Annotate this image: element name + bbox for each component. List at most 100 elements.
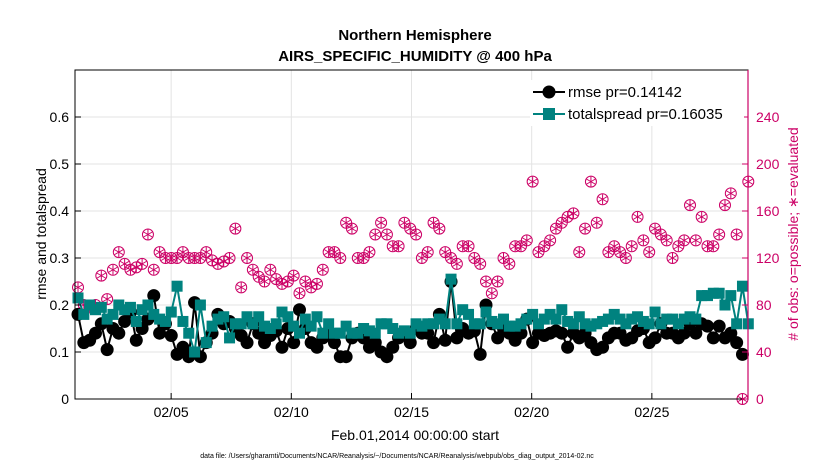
rmse-point	[129, 333, 143, 347]
totalspread-point	[334, 327, 346, 339]
obs-possible-point	[345, 222, 358, 235]
obs-possible-point	[112, 246, 125, 259]
obs-evaluated-point	[289, 270, 299, 281]
obs-evaluated-point	[720, 200, 730, 211]
obs-evaluated-point	[539, 241, 549, 252]
totalspread-point	[585, 320, 597, 332]
obs-evaluated-point	[417, 253, 427, 263]
totalspread-point	[637, 315, 649, 327]
y2-tick-label: 0	[756, 391, 764, 407]
y2-tick-label: 80	[756, 297, 772, 313]
obs-possible-point	[316, 263, 329, 276]
legend-box	[530, 80, 744, 126]
obs-evaluated-point	[469, 253, 479, 263]
totalspread-point	[247, 318, 259, 330]
totalspread-point	[509, 320, 521, 332]
obs-evaluated-point	[627, 241, 637, 252]
obs-evaluated-point	[137, 258, 147, 269]
rmse-point	[292, 303, 306, 317]
obs-evaluated-point	[673, 241, 683, 252]
obs-possible-point	[625, 240, 638, 253]
obs-evaluated-point	[732, 229, 742, 240]
x-tick-label: 02/25	[634, 404, 669, 420]
totalspread-point	[101, 313, 113, 325]
totalspread-point	[218, 311, 230, 323]
totalspread-point	[165, 306, 177, 318]
obs-evaluated-point	[213, 258, 223, 269]
obs-evaluated-point	[458, 241, 468, 252]
obs-possible-point	[363, 246, 376, 259]
totalspread-point	[241, 311, 253, 323]
totalspread-point	[667, 313, 679, 325]
totalspread-point	[532, 318, 544, 330]
totalspread-point	[544, 308, 556, 320]
rmse-point	[403, 336, 417, 350]
obs-possible-point	[375, 216, 388, 229]
obs-evaluated-point	[533, 247, 544, 258]
totalspread-point	[136, 304, 148, 316]
totalspread-point	[72, 292, 84, 304]
obs-evaluated-point	[306, 282, 316, 293]
totalspread-point	[288, 320, 300, 332]
y2-axis-label: # of obs: o=possible; ∗=evaluated	[785, 127, 801, 340]
rmse-point	[724, 326, 738, 340]
obs-evaluated-point	[254, 271, 264, 282]
y-tick-label: 0.5	[50, 156, 70, 172]
rmse-point	[526, 336, 540, 350]
obs-possible-point	[730, 228, 743, 241]
totalspread-point	[259, 320, 271, 332]
rmse-point	[339, 350, 353, 364]
rmse-point	[164, 329, 178, 343]
obs-possible-point	[724, 187, 737, 200]
obs-evaluated-point	[656, 229, 666, 240]
totalspread-point	[527, 308, 539, 320]
obs-possible-point	[678, 234, 691, 247]
obs-possible-point	[334, 252, 347, 264]
totalspread-point	[602, 313, 614, 325]
totalspread-point	[468, 318, 480, 330]
totalspread-point	[340, 320, 352, 332]
obs-evaluated-point	[481, 276, 491, 287]
rmse-point	[700, 319, 714, 333]
totalspread-point	[538, 313, 550, 325]
totalspread-point	[492, 318, 504, 330]
obs-possible-point	[590, 216, 603, 229]
totalspread-point	[194, 299, 206, 311]
rmse-point	[287, 336, 301, 350]
obs-possible-point	[579, 222, 592, 235]
totalspread-point	[305, 320, 317, 332]
obs-evaluated-point	[574, 247, 584, 258]
obs-possible-point	[526, 175, 539, 188]
obs-evaluated-point	[423, 247, 433, 258]
totalspread-point	[643, 318, 655, 330]
legend-totalspread-marker	[543, 108, 555, 120]
rmse-point	[153, 326, 167, 340]
obs-evaluated-point	[324, 247, 334, 258]
obs-possible-point	[95, 269, 108, 282]
obs-evaluated-point	[603, 247, 613, 258]
totalspread-point	[567, 318, 579, 330]
obs-evaluated-point	[586, 176, 596, 187]
totalspread-point	[457, 304, 469, 316]
totalspread-point	[113, 299, 125, 311]
totalspread-point	[445, 273, 457, 285]
totalspread-point	[119, 304, 131, 316]
obs-evaluated-point	[475, 258, 485, 269]
obs-possible-point	[106, 263, 119, 276]
obs-evaluated-point	[370, 229, 380, 240]
totalspread-point	[620, 318, 632, 330]
totalspread-point	[696, 290, 708, 302]
obs-evaluated-point	[96, 270, 106, 281]
totalspread-point	[416, 320, 428, 332]
totalspread-point	[183, 327, 195, 339]
rmse-point	[176, 340, 190, 354]
obs-possible-point	[101, 293, 114, 306]
totalspread-point	[369, 327, 381, 339]
totalspread-point	[713, 287, 725, 299]
y-tick-label: 0.3	[50, 250, 70, 266]
obs-evaluated-point	[638, 235, 648, 246]
obs-evaluated-point	[615, 247, 625, 258]
obs-evaluated-point	[644, 247, 654, 258]
totalspread-point	[130, 315, 142, 327]
